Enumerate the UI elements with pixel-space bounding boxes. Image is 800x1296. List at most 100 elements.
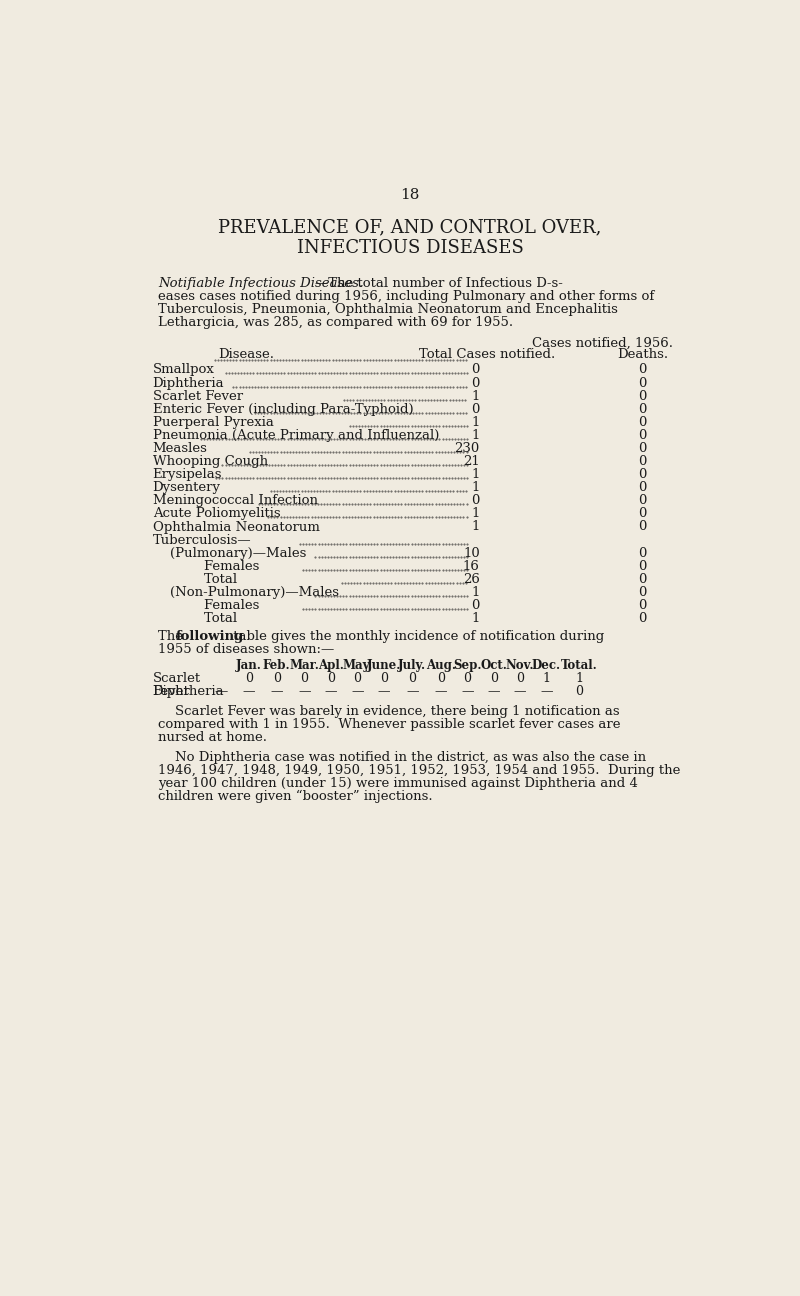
Text: —: — [461, 686, 474, 699]
Text: (Non-Pulmonary)—Males: (Non-Pulmonary)—Males [153, 586, 338, 599]
Text: 1: 1 [471, 468, 480, 481]
Text: 0: 0 [471, 599, 480, 612]
Text: 0: 0 [471, 377, 480, 390]
Text: Cases notified, 1956.: Cases notified, 1956. [533, 337, 674, 350]
Text: 1: 1 [471, 508, 480, 521]
Text: July.: July. [398, 660, 426, 673]
Text: 1: 1 [471, 416, 480, 429]
Text: 1: 1 [471, 390, 480, 403]
Text: Deaths.: Deaths. [617, 349, 668, 362]
Text: 0: 0 [490, 673, 498, 686]
Text: Smallpox: Smallpox [153, 363, 214, 376]
Text: 0: 0 [638, 416, 646, 429]
Text: 0: 0 [638, 560, 646, 573]
Text: children were given “booster” injections.: children were given “booster” injections… [158, 791, 433, 804]
Text: 0: 0 [471, 494, 480, 507]
Text: Aug.: Aug. [426, 660, 456, 673]
Text: table gives the monthly incidence of notification during: table gives the monthly incidence of not… [229, 630, 604, 643]
Text: Ophthalmia Neonatorum: Ophthalmia Neonatorum [153, 521, 319, 534]
Text: Nov.: Nov. [506, 660, 534, 673]
Text: Tuberculosis—: Tuberculosis— [153, 534, 251, 547]
Text: Total.: Total. [561, 660, 598, 673]
Text: (Pulmonary)—Males: (Pulmonary)—Males [153, 547, 306, 560]
Text: —: — [434, 686, 447, 699]
Text: 0: 0 [273, 673, 281, 686]
Text: 0: 0 [471, 363, 480, 376]
Text: No Diphtheria case was notified in the district, as was also the case in: No Diphtheria case was notified in the d… [158, 750, 646, 763]
Text: 0: 0 [638, 390, 646, 403]
Text: 0: 0 [638, 481, 646, 494]
Text: 10: 10 [463, 547, 480, 560]
Text: 0: 0 [638, 573, 646, 586]
Text: 0: 0 [575, 686, 583, 699]
Text: —: — [487, 686, 500, 699]
Text: 0: 0 [327, 673, 335, 686]
Text: compared with 1 in 1955.  Whenever passible scarlet fever cases are: compared with 1 in 1955. Whenever passib… [158, 718, 621, 731]
Text: 0: 0 [380, 673, 388, 686]
Text: Meningococcal Infection: Meningococcal Infection [153, 494, 318, 507]
Text: 0: 0 [638, 429, 646, 442]
Text: 21: 21 [463, 455, 480, 468]
Text: Sep.: Sep. [453, 660, 482, 673]
Text: Oct.: Oct. [480, 660, 507, 673]
Text: Females: Females [153, 560, 259, 573]
Text: 18: 18 [400, 188, 420, 202]
Text: 1: 1 [471, 586, 480, 599]
Text: —: — [242, 686, 255, 699]
Text: 16: 16 [463, 560, 480, 573]
Text: PREVALENCE OF, AND CONTROL OVER,: PREVALENCE OF, AND CONTROL OVER, [218, 219, 602, 237]
Text: Puerperal Pyrexia: Puerperal Pyrexia [153, 416, 274, 429]
Text: —: — [540, 686, 553, 699]
Text: 0: 0 [638, 494, 646, 507]
Text: 0: 0 [471, 403, 480, 416]
Text: 1: 1 [471, 612, 480, 625]
Text: 0: 0 [638, 377, 646, 390]
Text: Pneumonia (Acute Primary and Influenzal): Pneumonia (Acute Primary and Influenzal) [153, 429, 439, 442]
Text: Scarlet: Scarlet [153, 673, 201, 686]
Text: —: — [351, 686, 363, 699]
Text: —: — [298, 686, 311, 699]
Text: eases cases notified during 1956, including Pulmonary and other forms of: eases cases notified during 1956, includ… [158, 290, 654, 303]
Text: Enteric Fever (including Para-Typhoid): Enteric Fever (including Para-Typhoid) [153, 403, 414, 416]
Text: 0: 0 [463, 673, 471, 686]
Text: 1955 of diseases shown:—: 1955 of diseases shown:— [158, 643, 334, 656]
Text: —: — [270, 686, 283, 699]
Text: Apl.: Apl. [318, 660, 344, 673]
Text: Whooping Cough: Whooping Cough [153, 455, 268, 468]
Text: 1: 1 [471, 429, 480, 442]
Text: 1: 1 [471, 521, 480, 534]
Text: Diphtheria: Diphtheria [153, 686, 224, 699]
Text: 0: 0 [638, 403, 646, 416]
Text: 0: 0 [638, 612, 646, 625]
Text: 0: 0 [354, 673, 362, 686]
Text: May.: May. [342, 660, 373, 673]
Text: Acute Poliomyelitis: Acute Poliomyelitis [153, 508, 280, 521]
Text: —: — [406, 686, 418, 699]
Text: Scarlet Fever: Scarlet Fever [153, 390, 243, 403]
Text: Females: Females [153, 599, 259, 612]
Text: 0: 0 [638, 547, 646, 560]
Text: Tuberculosis, Pneumonia, Ophthalmia Neonatorum and Encephalitis: Tuberculosis, Pneumonia, Ophthalmia Neon… [158, 303, 618, 316]
Text: —: — [214, 686, 228, 699]
Text: INFECTIOUS DISEASES: INFECTIOUS DISEASES [297, 238, 523, 257]
Text: 0: 0 [638, 599, 646, 612]
Text: 0: 0 [301, 673, 309, 686]
Text: 0: 0 [638, 586, 646, 599]
Text: Feb.: Feb. [263, 660, 290, 673]
Text: Dec.: Dec. [532, 660, 561, 673]
Text: Total: Total [153, 573, 237, 586]
Text: nursed at home.: nursed at home. [158, 731, 267, 744]
Text: June.: June. [366, 660, 401, 673]
Text: Erysipelas: Erysipelas [153, 468, 222, 481]
Text: following: following [175, 630, 243, 643]
Text: 0: 0 [516, 673, 524, 686]
Text: 0: 0 [638, 455, 646, 468]
Text: Jan.: Jan. [236, 660, 262, 673]
Text: —: — [514, 686, 526, 699]
Text: Measles: Measles [153, 442, 207, 455]
Text: 0: 0 [245, 673, 253, 686]
Text: 0: 0 [638, 508, 646, 521]
Text: 0: 0 [437, 673, 445, 686]
Text: Disease.: Disease. [218, 349, 274, 362]
Text: Mar.: Mar. [290, 660, 319, 673]
